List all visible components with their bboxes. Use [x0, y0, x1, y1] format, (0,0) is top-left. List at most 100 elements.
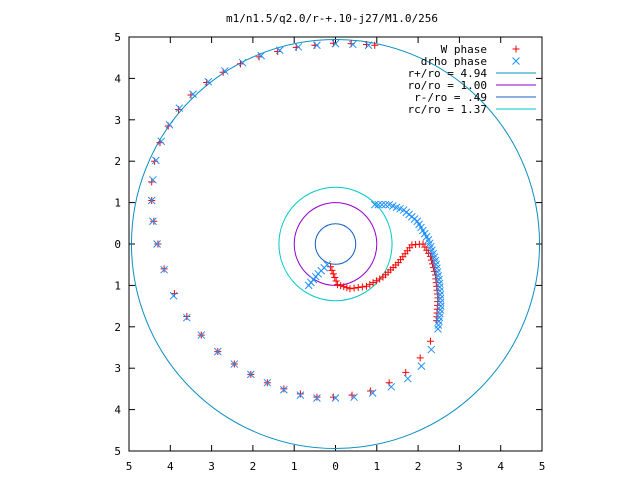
- w-phase-point: [362, 282, 370, 290]
- w-phase-point: [346, 285, 354, 293]
- w-phase-point: [327, 263, 335, 271]
- drho-phase-point: [387, 382, 396, 391]
- drho-phase-point: [323, 260, 332, 269]
- reference-circles: [130, 38, 541, 450]
- y-tick-label: 4: [114, 404, 121, 417]
- w-phase-point: [296, 390, 304, 398]
- legend-label: r+/ro = 4.94: [408, 67, 488, 80]
- drho-phase-point: [257, 51, 266, 60]
- w-phase-point: [337, 282, 345, 290]
- w-phase-point: [416, 354, 424, 362]
- w-phase-point: [154, 240, 162, 248]
- w-phase-point: [376, 275, 384, 283]
- y-tick-label: 2: [114, 321, 121, 334]
- w-phase-point: [148, 178, 156, 186]
- w-phase-point: [371, 41, 379, 49]
- w-phase-point: [280, 385, 288, 393]
- legend-marker: [512, 45, 520, 53]
- w-phase-point: [183, 312, 191, 320]
- drho-phase-point: [417, 362, 426, 370]
- w-phase-point: [366, 280, 374, 288]
- drho-phase-point: [246, 370, 255, 379]
- drho-phase-point: [313, 41, 321, 50]
- w-phase-point: [329, 270, 337, 278]
- drho-phase-point: [427, 345, 436, 354]
- drho-phase-point: [213, 347, 222, 356]
- y-tick-label: 3: [114, 114, 121, 127]
- y-tick-label: 1: [114, 197, 121, 210]
- w-phase-point: [426, 337, 434, 345]
- legend-label: ro/ro = 1.00: [408, 79, 487, 92]
- drho-phase-point: [149, 175, 157, 184]
- drho-phase-point: [348, 40, 357, 49]
- drho-phase-point: [263, 378, 272, 387]
- y-tick-label: 1: [114, 279, 121, 292]
- x-tick-label: 2: [250, 460, 257, 473]
- drho-phase-point: [160, 265, 168, 274]
- circle-rminus: [314, 223, 357, 265]
- drho-phase-point: [381, 200, 390, 209]
- drho-phase-point: [230, 360, 239, 368]
- drho-phase-point: [368, 389, 377, 397]
- w-phase-point: [354, 283, 362, 291]
- w-phase-point: [419, 240, 427, 248]
- circle-rplus: [130, 38, 541, 450]
- drho-phase-point: [165, 120, 174, 129]
- x-tick-label: 1: [373, 460, 380, 473]
- circle-rc: [278, 186, 393, 302]
- drho-phase-point: [280, 385, 288, 394]
- w-phase-point: [332, 277, 340, 285]
- w-phase-point: [274, 47, 282, 55]
- y-tick-label: 2: [114, 155, 121, 168]
- y-tick-label: 4: [114, 72, 121, 85]
- w-phase-point: [331, 273, 339, 281]
- drho-phase-point: [275, 46, 284, 55]
- w-phase-point: [369, 279, 377, 287]
- x-tick-label: 5: [539, 460, 546, 473]
- drho-phase-point: [238, 58, 247, 67]
- x-tick-label: 4: [497, 460, 504, 473]
- w-phase-point: [313, 393, 321, 401]
- drho-phase-point: [374, 200, 383, 209]
- w-phase-point: [350, 284, 358, 292]
- drho-phase-point: [331, 39, 340, 48]
- chart-title: m1/n1.5/q2.0/r-+.10-j27/M1.0/256: [226, 12, 438, 25]
- drho-phase-point: [204, 77, 213, 86]
- drho-phase-point: [434, 325, 442, 333]
- legend-label: r-/ro = .49: [414, 91, 487, 104]
- w-phase-point: [343, 284, 351, 292]
- w-phase-point: [150, 217, 158, 225]
- drho-phase-point: [197, 331, 206, 339]
- circle-ro: [293, 202, 378, 286]
- drho-phase-point: [189, 90, 197, 98]
- x-tick-label: 0: [332, 460, 339, 473]
- legend-label: drho phase: [421, 55, 487, 68]
- w-phase-point: [237, 60, 245, 68]
- drho-phase-point: [313, 394, 321, 402]
- drho-phase-point: [182, 313, 191, 322]
- x-tick-label: 3: [208, 460, 215, 473]
- drho-phase-point: [153, 240, 161, 248]
- x-tick-label: 1: [291, 460, 298, 473]
- drho-phase-point: [175, 104, 184, 113]
- drho-phase-point: [364, 41, 373, 50]
- w-phase-point: [402, 368, 410, 376]
- legend-label: W phase: [441, 43, 487, 56]
- w-phase-point: [358, 283, 366, 291]
- drho-phase-point: [370, 200, 379, 209]
- w-phase-point: [372, 277, 380, 285]
- y-tick-label: 5: [114, 31, 121, 44]
- x-tick-label: 5: [126, 460, 133, 473]
- drho-phase-point: [169, 291, 178, 300]
- drho-phase-point: [403, 374, 412, 383]
- w-phase-point: [160, 265, 168, 273]
- drho-phase-point: [151, 156, 160, 165]
- drho-phase-point: [294, 43, 303, 51]
- drho-phase-point: [296, 391, 305, 399]
- x-tick-label: 2: [415, 460, 422, 473]
- x-tick-label: 4: [167, 460, 174, 473]
- legend-label: rc/ro = 1.37: [408, 103, 487, 116]
